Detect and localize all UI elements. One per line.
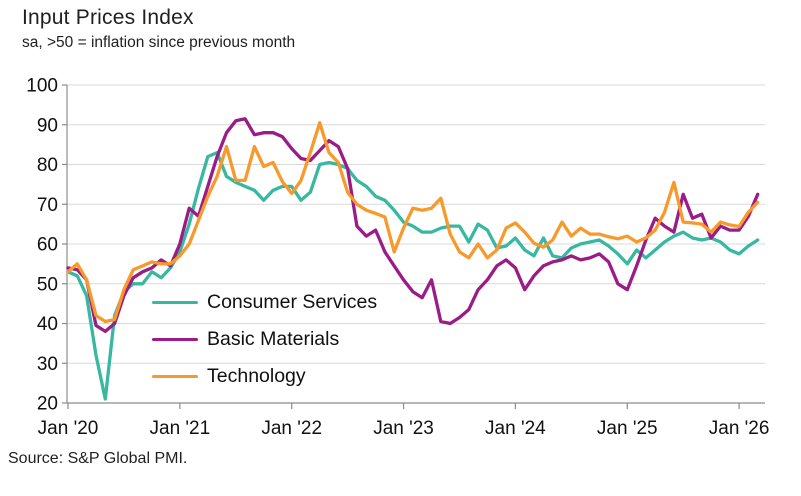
x-tick-label: Jan '25 (597, 418, 658, 439)
y-tick-label: 100 (26, 76, 58, 97)
y-tick-label: 80 (37, 155, 58, 176)
legend-label-technology: Technology (207, 365, 306, 387)
legend: Consumer Services Basic Materials Techno… (152, 284, 377, 395)
legend-swatch-basic-materials (152, 337, 198, 342)
y-tick-label: 40 (37, 314, 58, 335)
series-line-basic-materials (66, 117, 760, 334)
chart-title: Input Prices Index (22, 6, 194, 29)
y-tick-label: 90 (37, 115, 58, 136)
x-tick-label: Jan '24 (485, 418, 546, 439)
x-tick-label: Jan '21 (150, 418, 211, 439)
legend-swatch-technology (152, 374, 198, 379)
y-tick-label: 60 (37, 235, 58, 256)
x-tick-label: Jan '22 (261, 418, 322, 439)
x-tick-label: Jan '20 (38, 418, 99, 439)
y-tick-label: 70 (37, 195, 58, 216)
y-tick-label: 20 (37, 394, 58, 415)
legend-swatch-consumer-services (152, 300, 198, 305)
x-tick-label: Jan '26 (709, 418, 770, 439)
y-tick-label: 30 (37, 354, 58, 375)
source-note: Source: S&P Global PMI. (8, 450, 188, 467)
legend-item-basic-materials: Basic Materials (152, 321, 377, 358)
y-tick-label: 50 (37, 274, 58, 295)
series-line-consumer-services (66, 150, 760, 401)
chart-subtitle: sa, >50 = inflation since previous month (22, 34, 296, 51)
x-tick-label: Jan '23 (373, 418, 434, 439)
legend-label-consumer-services: Consumer Services (207, 291, 378, 313)
legend-item-consumer-services: Consumer Services (152, 284, 377, 321)
legend-label-basic-materials: Basic Materials (207, 328, 340, 350)
legend-item-technology: Technology (152, 358, 377, 395)
series-line-technology (66, 121, 760, 324)
